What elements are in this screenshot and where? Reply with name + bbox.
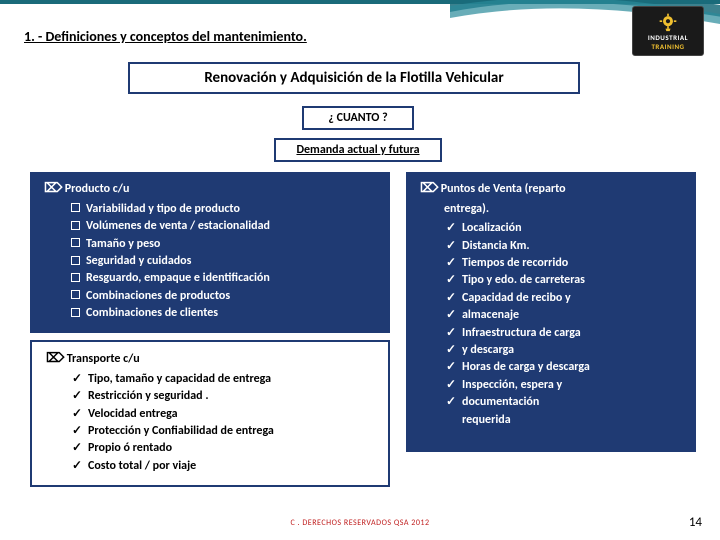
page-number: 14 <box>689 515 702 530</box>
puntos-box: ⌦ Puntos de Venta (reparto entrega). ✓ Lo… <box>406 172 696 452</box>
logo-line1: INDUSTRIAL <box>648 33 688 42</box>
list-item-text: Inspección, espera y <box>462 378 562 392</box>
list-item: ✓ Infraestructura de carga <box>444 325 682 342</box>
bullet-icon: ✓ <box>70 458 84 475</box>
list-item: ✓ Velocidad entrega <box>70 406 374 423</box>
list-item-text: almacenaje <box>462 308 519 322</box>
list-item: Tamaño y peso <box>68 236 376 253</box>
transporte-list: ✓ Tipo, tamaño y capacidad de entrega ✓ Res… <box>46 371 374 475</box>
list-item: Seguridad y cuidados <box>68 253 376 270</box>
bullet-icon: ✓ <box>444 325 458 342</box>
bullet-icon: ✓ <box>70 406 84 423</box>
bullet-icon: ✓ <box>70 440 84 457</box>
list-item: ✓ Protección y Confiabilidad de entrega <box>70 423 374 440</box>
list-item: ✓ Tipo, tamaño y capacidad de entrega <box>70 371 374 388</box>
bullet-icon: ✓ <box>444 394 458 411</box>
list-item: ✓ Localización <box>444 220 682 237</box>
bullet-icon <box>68 201 82 218</box>
producto-box: ⌦ Producto c/u Variabilidad y tipo de pr… <box>30 172 390 333</box>
puntos-heading-text: Puntos de Venta (reparto <box>441 182 566 196</box>
list-item: ✓ Capacidad de recibo y <box>444 290 682 307</box>
list-item: Combinaciones de clientes <box>68 305 376 322</box>
list-item: ✓ Horas de carga y descarga <box>444 359 682 376</box>
list-item: ✓ Tipo y edo. de carreteras <box>444 272 682 289</box>
list-item-text: Capacidad de recibo y <box>462 291 571 305</box>
producto-heading: ⌦ Producto c/u <box>44 180 376 199</box>
gear-icon <box>658 12 678 32</box>
bullet-icon: ✓ <box>444 359 458 376</box>
list-item: Volúmenes de venta / estacionalidad <box>68 218 376 235</box>
footer-credit: C . DERECHOS RESERVADOS QSA 2012 <box>0 518 720 528</box>
bullet-icon: ✓ <box>444 272 458 289</box>
section-title: 1. - Definiciones y conceptos del manten… <box>24 28 307 45</box>
list-item-text: Costo total / por viaje <box>88 459 196 473</box>
list-item-text: Localización <box>462 221 522 235</box>
bullet-icon: ✓ <box>444 238 458 255</box>
list-item-text: Combinaciones de clientes <box>86 306 218 320</box>
list-item: ✓ documentación <box>444 394 682 411</box>
list-item: ✓ y descarga <box>444 342 682 359</box>
bullet-icon: ✓ <box>444 307 458 324</box>
transporte-box: ⌦ Transporte c/u ✓ Tipo, tamaño y capacid… <box>30 340 390 487</box>
bullet-icon: ✓ <box>444 342 458 359</box>
cuanto-box: ¿ CUANTO ? <box>302 106 414 130</box>
list-item-text: Horas de carga y descarga <box>462 360 590 374</box>
list-item: ✓ Tiempos de recorrido <box>444 255 682 272</box>
bullet-icon: ✓ <box>444 255 458 272</box>
logo-line2: TRAINING <box>651 42 684 51</box>
bullet-icon: ✓ <box>70 423 84 440</box>
producto-list: Variabilidad y tipo de producto Volúmenes… <box>44 201 376 323</box>
list-item: ✓ Costo total / por viaje <box>70 458 374 475</box>
list-item-text: Resguardo, empaque e identificación <box>86 271 270 285</box>
banner-title: Renovación y Adquisición de la Flotilla … <box>128 62 580 94</box>
list-item: requerida <box>444 412 682 429</box>
producto-heading-text: Producto c/u <box>65 182 130 196</box>
list-item-text: requerida <box>462 413 511 427</box>
list-item-text: Propio ó rentado <box>88 441 172 455</box>
bullet-icon: ✓ <box>444 290 458 307</box>
list-item-text: Tamaño y peso <box>86 237 160 251</box>
list-item-text: Infraestructura de carga <box>462 326 581 340</box>
puntos-list: ✓ Localización ✓ Distancia Km. ✓ Tiempos de r… <box>420 220 682 429</box>
list-item-text: documentación <box>462 395 539 409</box>
bullet-icon <box>68 270 82 287</box>
list-item: ✓ Restricción y seguridad . <box>70 388 374 405</box>
list-item-text: Restricción y seguridad . <box>88 389 209 403</box>
transporte-heading-text: Transporte c/u <box>67 352 140 366</box>
brand-logo: INDUSTRIAL TRAINING <box>632 6 704 56</box>
list-item: Variabilidad y tipo de producto <box>68 201 376 218</box>
list-item-text: Variabilidad y tipo de producto <box>86 202 240 216</box>
list-item-text: Seguridad y cuidados <box>86 254 191 268</box>
bullet-icon <box>68 253 82 270</box>
transporte-heading: ⌦ Transporte c/u <box>46 350 374 369</box>
bullet-icon <box>68 305 82 322</box>
bullet-icon: ✓ <box>444 220 458 237</box>
list-item: ✓ almacenaje <box>444 307 682 324</box>
list-item: Combinaciones de productos <box>68 288 376 305</box>
list-item-text: Distancia Km. <box>462 239 530 253</box>
list-item: ✓ Inspección, espera y <box>444 377 682 394</box>
bullet-icon: ✓ <box>70 388 84 405</box>
list-item-text: Tipo, tamaño y capacidad de entrega <box>88 372 271 386</box>
list-item-text: Combinaciones de productos <box>86 289 230 303</box>
list-item-text: Tipo y edo. de carreteras <box>462 273 585 287</box>
demanda-box: Demanda actual y futura <box>274 138 442 162</box>
bullet-icon: ✓ <box>70 371 84 388</box>
bullet-icon <box>68 218 82 235</box>
list-item-text: Protección y Confiabilidad de entrega <box>88 424 274 438</box>
list-item-text: y descarga <box>462 343 514 357</box>
puntos-heading: ⌦ Puntos de Venta (reparto <box>420 180 682 199</box>
list-item-text: Velocidad entrega <box>88 407 178 421</box>
list-item: ✓ Distancia Km. <box>444 238 682 255</box>
list-item: Resguardo, empaque e identificación <box>68 270 376 287</box>
bullet-icon <box>68 288 82 305</box>
list-item-text: Tiempos de recorrido <box>462 256 568 270</box>
list-item-text: Volúmenes de venta / estacionalidad <box>86 219 270 233</box>
puntos-heading2: entrega). <box>420 201 682 218</box>
list-item: ✓ Propio ó rentado <box>70 440 374 457</box>
bullet-icon: ✓ <box>444 377 458 394</box>
bullet-icon <box>68 236 82 253</box>
